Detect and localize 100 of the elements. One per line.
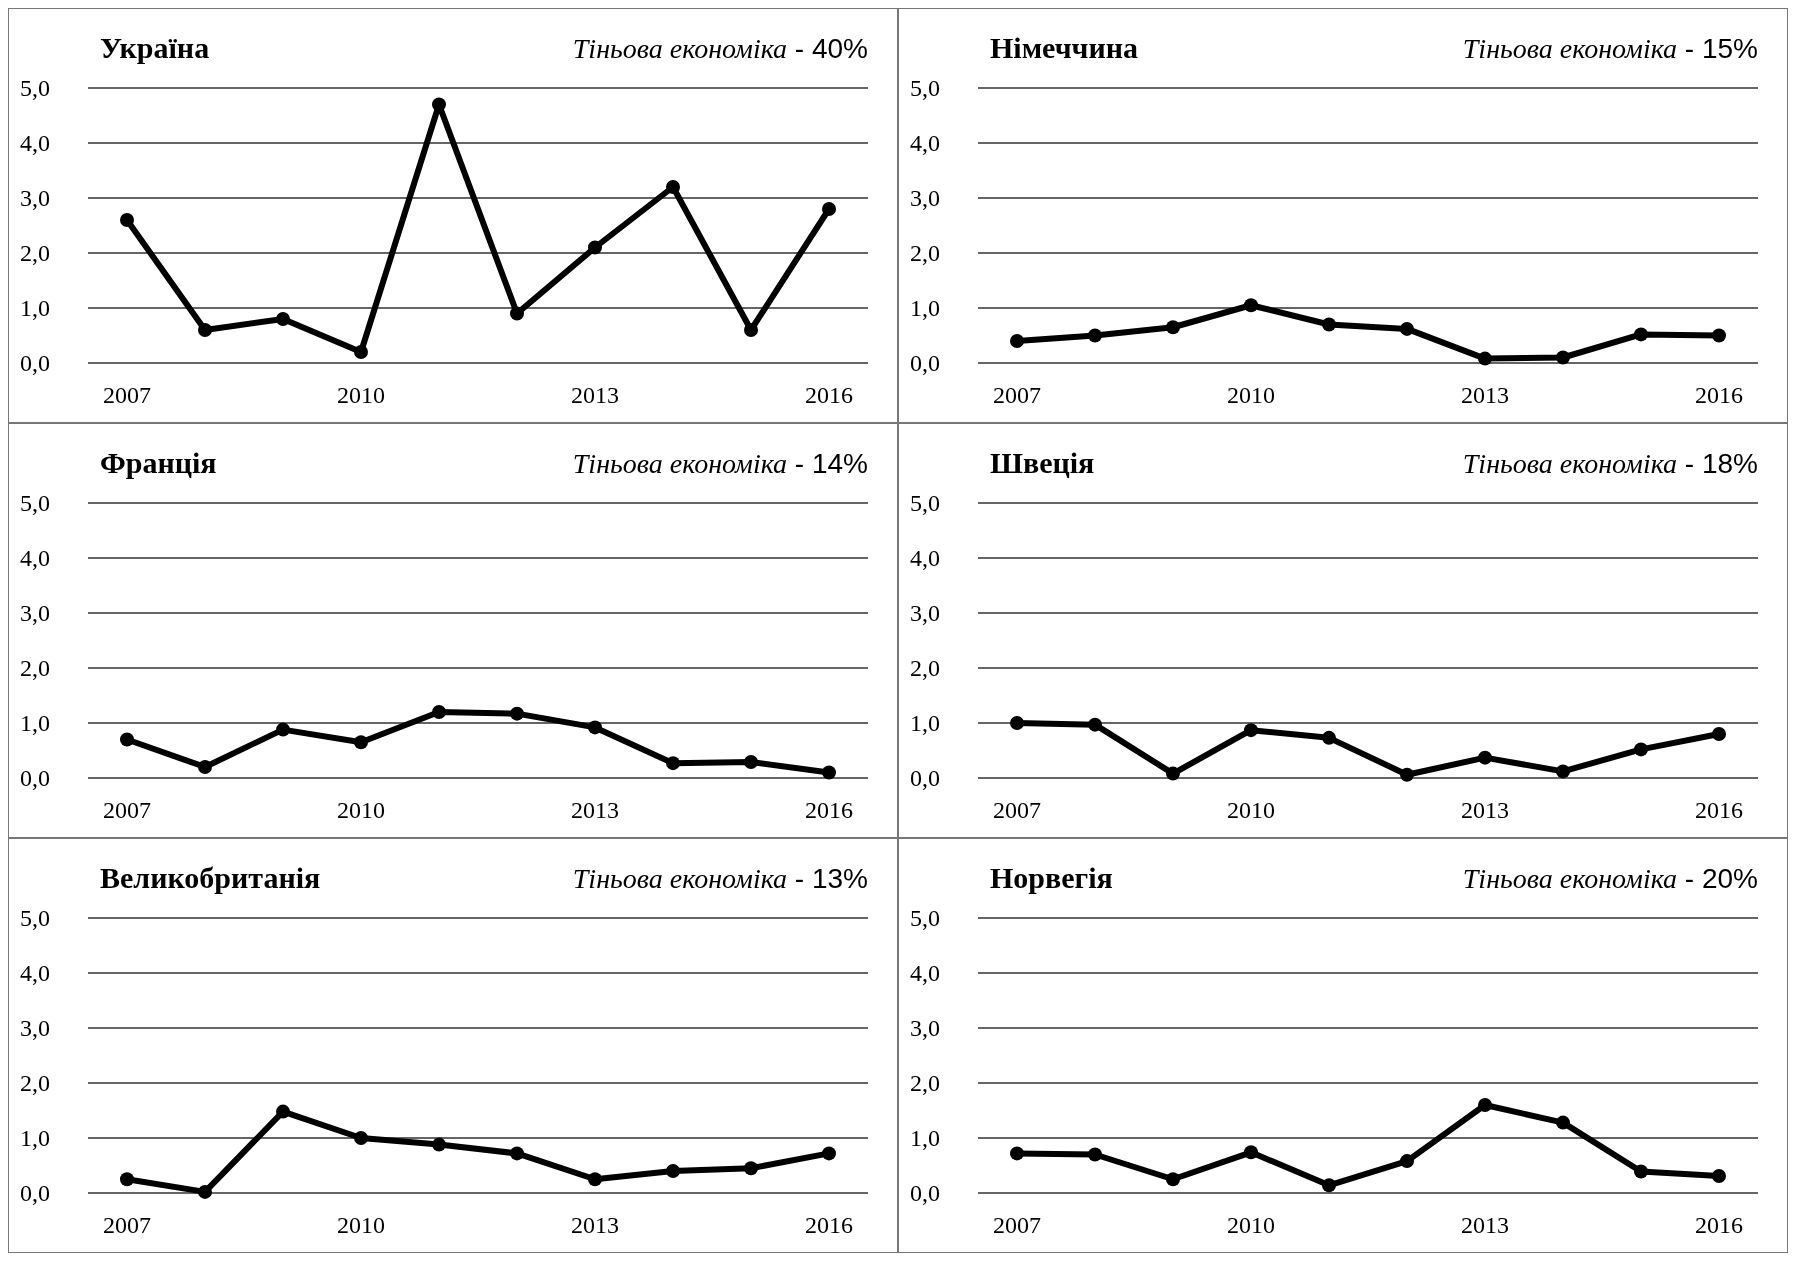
point xyxy=(666,1164,680,1178)
point xyxy=(1010,334,1024,348)
point xyxy=(198,323,212,337)
x-tick-label: 2013 xyxy=(571,1212,619,1238)
point xyxy=(1712,727,1726,741)
point xyxy=(1166,766,1180,781)
chart-title: Україна xyxy=(100,31,210,64)
point xyxy=(1088,1147,1102,1162)
chart-title: Великобританія xyxy=(100,861,321,894)
point xyxy=(1400,767,1414,782)
x-tick-label: 2007 xyxy=(103,797,151,823)
y-tick-label: 3,0 xyxy=(20,185,50,211)
y-tick-label: 5,0 xyxy=(910,490,940,516)
point xyxy=(510,1146,524,1161)
point xyxy=(822,1146,836,1161)
point xyxy=(510,306,524,321)
point xyxy=(354,735,368,750)
x-tick-label: 2007 xyxy=(993,1212,1041,1238)
point xyxy=(1088,328,1102,343)
point xyxy=(744,1161,758,1176)
y-tick-label: 3,0 xyxy=(910,1015,940,1041)
y-tick-label: 3,0 xyxy=(910,600,940,626)
y-tick-label: 5,0 xyxy=(20,490,50,516)
point xyxy=(1634,327,1648,342)
y-tick-label: 3,0 xyxy=(910,185,940,211)
y-tick-label: 2,0 xyxy=(910,1070,940,1096)
x-tick-label: 2016 xyxy=(805,382,853,408)
point xyxy=(432,97,446,112)
chart-subtitle: Тіньова економіка - 13% xyxy=(572,863,868,894)
point xyxy=(1322,317,1336,332)
y-tick-label: 0,0 xyxy=(910,1180,940,1206)
point xyxy=(588,1172,602,1187)
chart-subtitle: Тіньова економіка - 18% xyxy=(1462,448,1758,479)
point xyxy=(588,240,602,255)
x-tick-label: 2007 xyxy=(103,1212,151,1238)
point xyxy=(1010,1146,1024,1161)
point xyxy=(120,732,134,747)
point xyxy=(1556,350,1570,365)
chart-title: Норвегія xyxy=(990,861,1113,894)
point xyxy=(1712,328,1726,343)
y-tick-label: 0,0 xyxy=(910,350,940,376)
point xyxy=(432,1137,446,1152)
x-tick-label: 2016 xyxy=(1695,797,1743,823)
point xyxy=(1166,320,1180,335)
point xyxy=(1244,1145,1258,1160)
point xyxy=(276,312,290,326)
point xyxy=(276,1104,290,1119)
point xyxy=(510,706,524,721)
point xyxy=(1010,716,1024,730)
y-tick-label: 2,0 xyxy=(20,1070,50,1096)
x-tick-label: 2013 xyxy=(571,382,619,408)
x-tick-label: 2016 xyxy=(805,797,853,823)
y-tick-label: 0,0 xyxy=(20,350,50,376)
point xyxy=(822,202,836,216)
x-tick-label: 2010 xyxy=(1227,382,1275,408)
point xyxy=(1244,723,1258,738)
y-tick-label: 1,0 xyxy=(910,710,940,736)
point xyxy=(1478,750,1492,765)
x-tick-label: 2016 xyxy=(1695,1212,1743,1238)
x-tick-label: 2010 xyxy=(1227,797,1275,823)
point xyxy=(1478,1098,1492,1112)
y-tick-label: 4,0 xyxy=(910,545,940,571)
point xyxy=(1322,1178,1336,1193)
x-tick-label: 2007 xyxy=(993,797,1041,823)
point xyxy=(432,705,446,719)
point xyxy=(1712,1168,1726,1183)
point xyxy=(1244,298,1258,313)
chart-title: Швеція xyxy=(990,446,1095,479)
point xyxy=(666,756,680,771)
chart-title: Німеччина xyxy=(990,31,1139,64)
point xyxy=(120,213,134,227)
y-tick-label: 2,0 xyxy=(20,655,50,681)
y-tick-label: 4,0 xyxy=(20,545,50,571)
point xyxy=(744,755,758,770)
x-tick-label: 2013 xyxy=(571,797,619,823)
chart-subtitle: Тіньова економіка - 40% xyxy=(572,33,868,64)
x-tick-label: 2016 xyxy=(805,1212,853,1238)
point xyxy=(198,1184,212,1199)
y-tick-label: 4,0 xyxy=(20,130,50,156)
x-tick-label: 2010 xyxy=(337,1212,385,1238)
point xyxy=(1088,717,1102,732)
y-tick-label: 3,0 xyxy=(20,600,50,626)
x-tick-label: 2016 xyxy=(1695,382,1743,408)
point xyxy=(198,760,212,774)
y-tick-label: 4,0 xyxy=(910,130,940,156)
y-tick-label: 5,0 xyxy=(20,905,50,931)
point xyxy=(1634,1164,1648,1179)
x-tick-label: 2010 xyxy=(1227,1212,1275,1238)
x-tick-label: 2007 xyxy=(993,382,1041,408)
y-tick-label: 1,0 xyxy=(910,295,940,321)
point xyxy=(120,1172,134,1187)
y-tick-label: 1,0 xyxy=(20,710,50,736)
chart-subtitle: Тіньова економіка - 20% xyxy=(1462,863,1758,894)
point xyxy=(354,345,368,359)
y-tick-label: 0,0 xyxy=(20,765,50,791)
y-tick-label: 4,0 xyxy=(910,960,940,986)
y-tick-label: 4,0 xyxy=(20,960,50,986)
point xyxy=(744,323,758,337)
y-tick-label: 0,0 xyxy=(910,765,940,791)
point xyxy=(1634,742,1648,757)
